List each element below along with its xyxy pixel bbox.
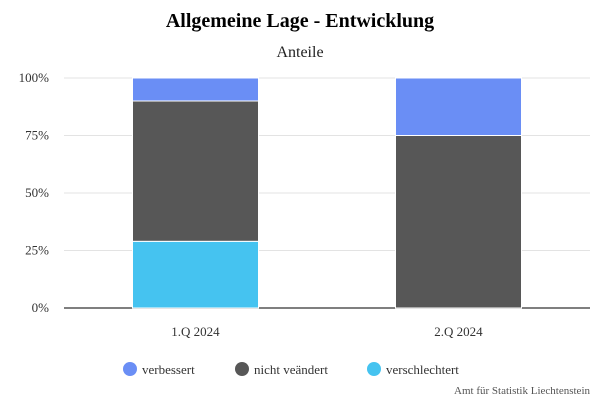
x-tick-label: 2.Q 2024: [434, 324, 483, 339]
credit-text: Amt für Statistik Liechtenstein: [454, 385, 590, 397]
chart-subtitle: Anteile: [276, 44, 323, 61]
chart-title: Allgemeine Lage - Entwicklung: [166, 10, 434, 32]
bar-segment: [132, 100, 259, 242]
legend-label: nicht veändert: [254, 362, 328, 377]
legend-marker: [123, 362, 137, 376]
legend-label: verbessert: [142, 362, 195, 377]
legend-item: verbessert: [123, 362, 195, 377]
y-tick-label: 25%: [25, 243, 49, 258]
legend-label: verschlechtert: [386, 362, 459, 377]
legend-marker: [235, 362, 249, 376]
legend-item: nicht veändert: [235, 362, 328, 377]
y-axis-labels: 0% 25% 50% 75% 100%: [19, 70, 50, 315]
x-axis-labels: 1.Q 2024 2.Q 2024: [171, 324, 483, 339]
bar-segment: [395, 77, 522, 136]
bar-segment: [132, 77, 259, 102]
legend: verbessert nicht veändert verschlechtert: [123, 362, 459, 377]
legend-marker: [367, 362, 381, 376]
y-tick-label: 0%: [32, 300, 50, 315]
x-tick-label: 1.Q 2024: [171, 324, 220, 339]
y-tick-label: 50%: [25, 185, 49, 200]
bar-segment: [132, 240, 259, 309]
bar-segment: [395, 135, 522, 309]
y-tick-label: 100%: [19, 70, 50, 85]
legend-item: verschlechtert: [367, 362, 459, 377]
bars: [132, 77, 522, 309]
y-tick-label: 75%: [25, 128, 49, 143]
